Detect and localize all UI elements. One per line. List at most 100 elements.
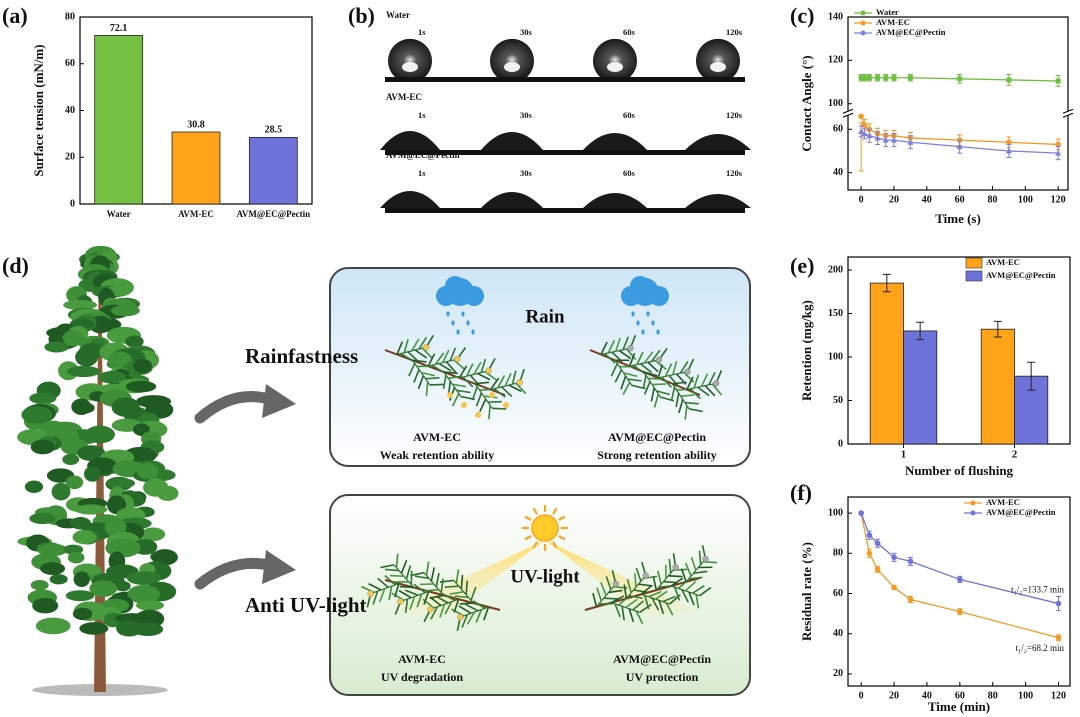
time-label: 1s: [418, 110, 426, 120]
time-label: 120s: [726, 110, 743, 120]
needle: [684, 401, 699, 405]
legend-label: AVM@EC@Pectin: [986, 270, 1056, 280]
needle: [414, 575, 430, 580]
needle: [410, 571, 425, 577]
needle: [596, 587, 603, 602]
needle: [475, 609, 483, 623]
needle: [423, 591, 430, 605]
falling-particle: [489, 392, 495, 398]
caption: AVM@EC@Pectin: [608, 430, 706, 444]
chart: 0 20 40 60 80 Surface tension (mN/m) Water 72.1…: [31, 11, 313, 219]
needle: [497, 375, 506, 389]
y-tick-label: 100: [828, 98, 843, 109]
marker: [875, 75, 881, 81]
marker: [861, 75, 867, 81]
foliage: [84, 425, 115, 444]
y-tick-label: 0: [838, 438, 843, 449]
bar: [171, 131, 221, 205]
legend-marker: [970, 500, 976, 506]
value-label: 72.1: [110, 23, 128, 34]
substrate: [385, 208, 745, 213]
y-tick-label: 60: [65, 58, 75, 69]
particle: [516, 379, 523, 386]
marker: [957, 76, 963, 82]
value-label: 28.5: [265, 125, 283, 136]
caption: UV protection: [626, 670, 699, 684]
series-line: [860, 116, 1059, 146]
needle: [614, 369, 623, 383]
needle: [372, 590, 379, 605]
marker: [890, 137, 897, 143]
needle: [600, 341, 608, 355]
sun-ray: [552, 541, 558, 549]
needle: [621, 606, 625, 621]
needle: [643, 371, 658, 377]
cloud: [445, 276, 465, 296]
needle: [480, 358, 487, 373]
droplet: [696, 38, 740, 77]
marker: [866, 75, 872, 81]
legend-label: Water: [876, 7, 899, 17]
marker: [1055, 600, 1062, 607]
needle: [688, 408, 703, 413]
needle: [626, 348, 637, 361]
sun-ray: [524, 535, 532, 541]
x-tick-label: 60: [955, 690, 965, 701]
rain-drop: [461, 311, 465, 317]
foliage: [105, 538, 141, 558]
caption: Weak retention ability: [380, 448, 494, 462]
sun: [531, 514, 559, 542]
marker: [1055, 150, 1062, 156]
marker: [956, 143, 963, 150]
needle: [461, 614, 469, 628]
y-tick-label: 40: [833, 167, 843, 178]
foliage: [79, 622, 109, 635]
droplet: [583, 133, 647, 150]
x-tick-label: 2: [1012, 449, 1018, 461]
x-tick-label: 1: [901, 449, 907, 461]
rain-drop: [471, 329, 475, 335]
needle: [640, 584, 653, 595]
needle: [421, 347, 433, 359]
needle: [679, 361, 689, 374]
arrow: [194, 557, 278, 590]
x-tick-label: 80: [988, 690, 998, 701]
needle: [440, 578, 445, 593]
foliage: [84, 466, 102, 482]
needle: [622, 336, 630, 351]
needle: [662, 595, 676, 603]
y-tick-label: 150: [828, 308, 843, 319]
needle: [473, 361, 482, 375]
needle: [642, 375, 647, 390]
needle: [711, 383, 723, 396]
series-line: [860, 130, 1059, 154]
needle: [388, 585, 393, 601]
falling-particle: [503, 402, 509, 408]
highlight: [710, 62, 726, 72]
needle: [431, 364, 445, 374]
marker: [866, 132, 873, 139]
foliage: [126, 571, 161, 585]
marker: [882, 137, 889, 143]
needle: [681, 589, 689, 603]
needle: [684, 405, 688, 420]
needle: [668, 558, 672, 574]
y-tick-label: 40: [65, 105, 75, 116]
foliage: [89, 580, 118, 597]
sun-ray: [552, 507, 558, 515]
y-tick-label: 20: [65, 152, 75, 163]
needle: [618, 349, 632, 360]
droplet: [380, 131, 440, 150]
droplet: [380, 191, 440, 208]
needle: [477, 372, 491, 381]
needle: [668, 575, 683, 578]
y-tick-label: 60: [833, 124, 843, 135]
needle: [425, 377, 440, 380]
needle: [647, 377, 663, 380]
x-tick-label: 80: [987, 194, 997, 205]
time-label: 30s: [520, 110, 533, 120]
legend-label: AVM@EC@Pectin: [986, 507, 1056, 517]
time-label: 60s: [623, 27, 636, 37]
needle: [444, 601, 453, 615]
